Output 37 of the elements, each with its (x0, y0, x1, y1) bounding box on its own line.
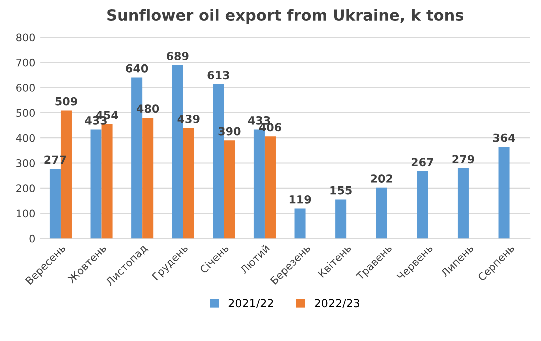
data-label: 689 (166, 52, 189, 60)
data-label: 364 (493, 134, 516, 142)
data-label: 640 (126, 64, 148, 73)
bar (50, 169, 61, 239)
data-label: 202 (371, 174, 392, 183)
data-label: 406 (259, 123, 282, 132)
data-label: 155 (330, 186, 352, 195)
y-tick-label: 500 (16, 109, 36, 118)
data-label: 279 (452, 155, 474, 164)
bar (376, 188, 388, 239)
y-tick-label: 600 (16, 84, 36, 92)
data-label: 267 (412, 158, 434, 167)
y-tick-label: 100 (16, 210, 36, 218)
data-label: 613 (208, 71, 230, 80)
bar (498, 147, 510, 239)
legend-label: 2022/23 (315, 299, 360, 308)
bar (142, 118, 154, 239)
legend-label: 2021/22 (228, 299, 274, 308)
bar (336, 200, 347, 239)
y-tick-label: 200 (16, 184, 36, 193)
data-label: 119 (290, 195, 312, 204)
bar (90, 130, 102, 239)
y-tick-label: 400 (16, 134, 36, 142)
bar (458, 168, 469, 239)
bar (102, 124, 113, 239)
chart-title: Sunflower oil export from Ukraine, k tons (108, 9, 464, 24)
bar (224, 140, 236, 239)
bar (294, 208, 306, 239)
data-label: 433 (248, 116, 270, 125)
bar (417, 172, 428, 239)
y-tick-label: 700 (16, 58, 36, 67)
data-label: 509 (56, 97, 78, 106)
bar (183, 128, 194, 239)
bar (264, 136, 276, 239)
y-tick-label: 800 (16, 34, 36, 42)
y-tick-label: 0 (30, 234, 36, 243)
y-tick-label: 300 (16, 159, 36, 168)
